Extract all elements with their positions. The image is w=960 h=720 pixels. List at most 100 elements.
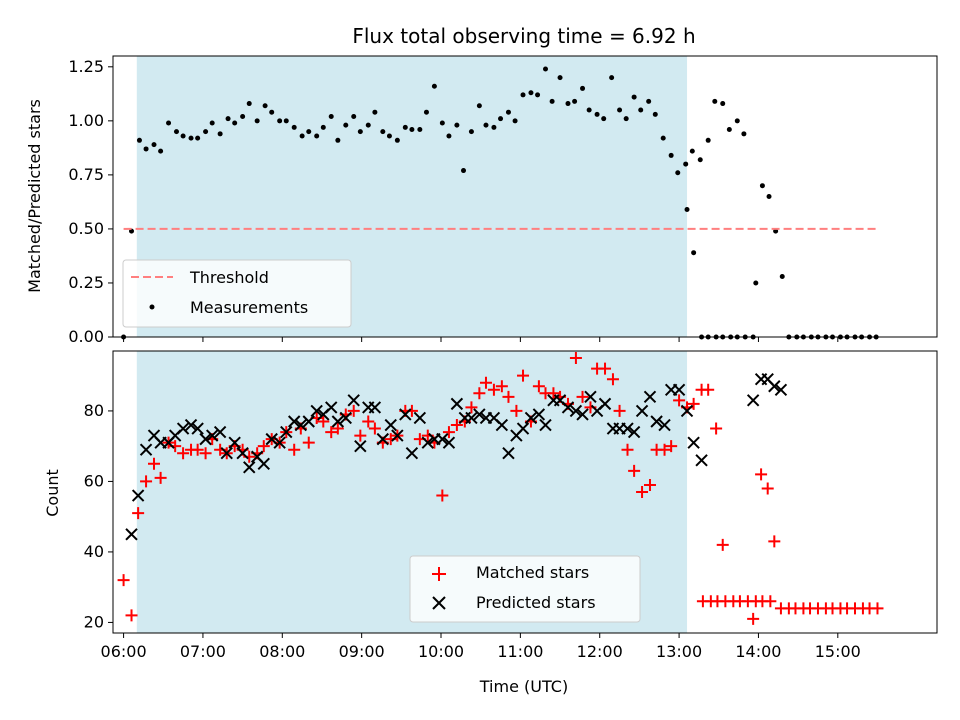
measurement-point bbox=[684, 206, 690, 212]
predicted-star-point bbox=[405, 447, 419, 460]
measurement-point bbox=[240, 114, 246, 120]
predicted-star-point bbox=[347, 394, 360, 407]
bottom-ytick-label: 40 bbox=[84, 542, 104, 561]
top-measurements bbox=[121, 66, 879, 340]
bottom-xtick-label: 08:00 bbox=[259, 642, 305, 661]
matched-star-point bbox=[347, 404, 360, 417]
measurement-point bbox=[320, 124, 326, 130]
predicted-star-point bbox=[257, 457, 270, 471]
measurement-point bbox=[283, 118, 289, 124]
matched-star-point bbox=[613, 404, 626, 417]
matched-star-point bbox=[177, 447, 190, 460]
legend-predicted-label: Predicted stars bbox=[476, 593, 596, 612]
predicted-star-point bbox=[302, 415, 315, 428]
measurement-point bbox=[759, 183, 765, 189]
measurement-point bbox=[143, 146, 149, 152]
predicted-star-point bbox=[331, 415, 345, 428]
measurement-point bbox=[439, 120, 445, 126]
predicted-star-point bbox=[376, 432, 390, 446]
matched-star-point bbox=[317, 415, 330, 428]
predicted-star-point bbox=[228, 436, 241, 449]
measurement-point bbox=[446, 133, 452, 139]
matched-star-point bbox=[450, 419, 463, 432]
predicted-star-point bbox=[516, 422, 530, 435]
predicted-star-point bbox=[191, 422, 204, 435]
measurement-point bbox=[726, 126, 732, 132]
measurement-point bbox=[498, 116, 504, 122]
measurement-point bbox=[209, 120, 215, 126]
predicted-star-point bbox=[658, 418, 671, 432]
matched-star-point bbox=[658, 443, 671, 456]
bottom-ytick-label: 20 bbox=[84, 612, 104, 631]
predicted-star-point bbox=[413, 411, 427, 425]
legend-matched-swatch bbox=[432, 567, 446, 581]
matched-star-point bbox=[871, 602, 884, 615]
matched-star-point bbox=[517, 369, 530, 382]
measurement-point bbox=[431, 83, 437, 89]
matched-star-point bbox=[368, 422, 381, 435]
predicted-star-point bbox=[687, 436, 700, 449]
measurement-point bbox=[468, 129, 474, 135]
matched-star-point bbox=[665, 440, 678, 453]
predicted-star-point bbox=[354, 439, 367, 453]
measurement-point bbox=[623, 116, 629, 122]
legend-threshold-label: Threshold bbox=[189, 268, 269, 287]
measurement-point bbox=[269, 109, 275, 115]
measurement-point bbox=[572, 98, 578, 104]
matched-star-point bbox=[487, 383, 500, 396]
bottom-xtick-label: 12:00 bbox=[577, 642, 623, 661]
bottom-xtick-label: 15:00 bbox=[815, 642, 861, 661]
predicted-star-point bbox=[399, 408, 412, 421]
measurement-point bbox=[246, 101, 252, 107]
predicted-star-point bbox=[465, 411, 478, 425]
bottom-frame bbox=[112, 350, 938, 634]
matched-star-point bbox=[473, 387, 486, 400]
matched-star-point bbox=[606, 373, 619, 386]
measurement-point bbox=[306, 129, 312, 135]
predicted-star-point bbox=[213, 425, 227, 439]
measurement-point bbox=[195, 135, 201, 141]
legend-measurements-label: Measurements bbox=[190, 298, 308, 317]
matched-star-point bbox=[465, 401, 478, 414]
bottom-legend-box bbox=[409, 555, 641, 623]
measurement-point bbox=[203, 129, 209, 135]
predicted-star-point bbox=[621, 422, 634, 435]
predicted-star-point bbox=[339, 411, 352, 425]
measurement-point bbox=[652, 111, 658, 117]
measurement-point bbox=[225, 116, 231, 122]
predicted-star-point bbox=[746, 394, 760, 407]
measurement-point bbox=[372, 109, 378, 115]
measurement-point bbox=[580, 85, 586, 91]
predicted-star-point bbox=[532, 408, 546, 421]
measurement-point bbox=[314, 133, 320, 139]
measurement-point bbox=[158, 148, 164, 154]
predicted-star-point bbox=[280, 425, 293, 439]
predicted-star-point bbox=[391, 429, 404, 442]
matched-star-point bbox=[479, 376, 492, 389]
matched-star-point bbox=[643, 478, 656, 491]
top-frame bbox=[112, 55, 938, 338]
matched-star-point bbox=[755, 468, 768, 481]
predicted-star-point bbox=[273, 436, 286, 449]
matched-star-point bbox=[510, 404, 523, 417]
predicted-star-point bbox=[205, 429, 219, 442]
predicted-star-point bbox=[131, 489, 145, 502]
matched-star-point bbox=[436, 489, 449, 502]
predicted-star-point bbox=[635, 404, 649, 418]
measurement-point bbox=[753, 280, 759, 286]
measurement-point bbox=[734, 118, 740, 124]
top-ytick-label: 0.25 bbox=[68, 273, 104, 292]
measurement-point bbox=[136, 137, 142, 143]
matched-star-point bbox=[331, 422, 344, 435]
predicted-star-point bbox=[368, 401, 382, 414]
measurement-point bbox=[668, 152, 674, 158]
matched-star-point bbox=[599, 362, 612, 375]
predicted-star-point bbox=[576, 408, 589, 421]
matched-star-point bbox=[125, 609, 138, 622]
measurement-point bbox=[254, 118, 260, 124]
measurement-point bbox=[638, 107, 644, 113]
predicted-star-point bbox=[502, 447, 515, 460]
bottom-ytick-label: 80 bbox=[84, 401, 104, 420]
measurement-point bbox=[232, 120, 238, 126]
measurement-point bbox=[631, 94, 637, 100]
